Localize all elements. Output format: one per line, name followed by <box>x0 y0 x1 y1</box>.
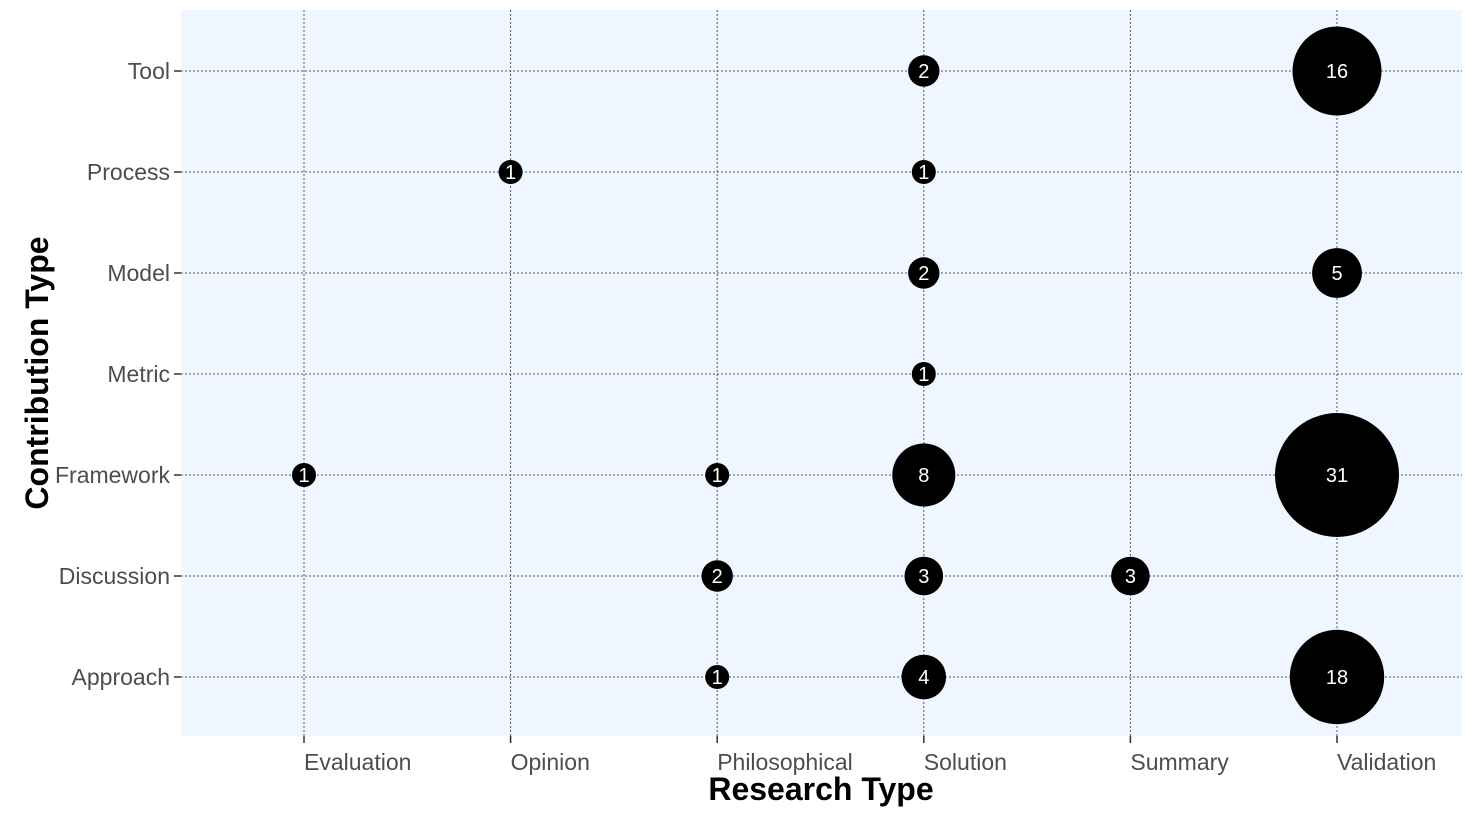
x-tick-label: Summary <box>1130 749 1229 775</box>
bubble <box>1312 248 1362 298</box>
bubble-value-label: 1 <box>712 667 723 689</box>
y-tick-label: Approach <box>72 664 170 690</box>
bubble-value-label: 3 <box>918 566 929 588</box>
bubble <box>292 463 316 487</box>
tick-labels: Evaluation Opinion Philosophical Solution Su… <box>55 58 1436 775</box>
bubble <box>1111 556 1150 596</box>
bubble-value-label: 1 <box>712 465 723 487</box>
bubble <box>904 556 944 596</box>
y-tick-label: Framework <box>55 462 171 488</box>
bubble-value-label: 3 <box>1125 566 1136 588</box>
x-tick-label: Validation <box>1337 749 1436 775</box>
bubble <box>1292 26 1382 116</box>
grid-lines <box>181 10 1462 736</box>
bubble-value-label: 4 <box>918 667 929 689</box>
bubbles: 2 161 12 511 1 8 312 3 31 4 18 <box>292 26 1399 725</box>
bubble-value-label: 2 <box>712 566 723 588</box>
bubble-value-label: 1 <box>918 364 929 386</box>
bubble-value-label: 1 <box>505 162 516 184</box>
y-tick-label: Tool <box>128 58 170 84</box>
bubble-value-label: 8 <box>918 465 929 487</box>
y-tick-label: Model <box>107 260 170 286</box>
bubble <box>911 160 936 184</box>
bubble-value-label: 1 <box>918 162 929 184</box>
bubble-value-label: 2 <box>918 61 929 83</box>
bubble-value-label: 2 <box>918 263 929 285</box>
x-tick-label: Evaluation <box>304 749 411 775</box>
bubble-value-label: 1 <box>298 465 309 487</box>
axis-ticks <box>174 70 1338 743</box>
bubble <box>705 665 730 689</box>
bubble <box>705 463 730 487</box>
bubble-value-label: 16 <box>1326 61 1348 83</box>
bubble <box>901 654 947 700</box>
bubble <box>892 443 956 507</box>
y-tick-label: Metric <box>107 361 170 387</box>
bubble <box>908 257 940 289</box>
bubble-value-label: 18 <box>1326 667 1348 689</box>
plot-panel <box>181 10 1462 736</box>
bubble <box>911 362 936 386</box>
bubble <box>908 55 940 87</box>
x-tick-label: Philosophical <box>717 749 853 775</box>
bubble <box>1275 413 1399 537</box>
bubble <box>498 160 523 184</box>
x-tick-label: Solution <box>924 749 1007 775</box>
y-axis-title: Contribution Type <box>19 236 55 509</box>
bubble-value-label: 5 <box>1331 263 1342 285</box>
bubble <box>1289 629 1385 725</box>
bubble <box>701 560 733 592</box>
bubble-value-label: 31 <box>1326 465 1348 487</box>
x-axis-title: Research Type <box>708 771 933 807</box>
x-tick-label: Opinion <box>511 749 590 775</box>
y-tick-label: Process <box>87 159 170 185</box>
y-tick-label: Discussion <box>59 563 170 589</box>
